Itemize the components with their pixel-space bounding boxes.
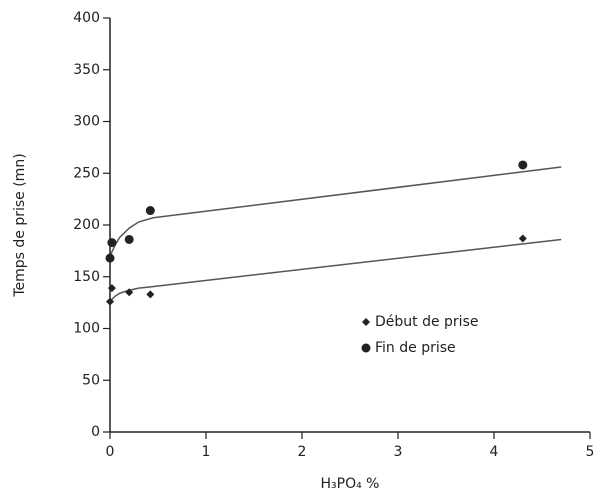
x-tick-label: 2 [298,444,307,460]
legend-marker [361,343,371,353]
x-axis-label: H₃PO₄ % [321,476,380,492]
point [105,253,115,263]
x-tick-label: 3 [394,444,403,460]
point [124,234,134,244]
point [125,288,134,297]
point [518,234,527,243]
y-tick-label: 50 [82,372,100,388]
y-tick-label: 150 [73,269,100,285]
point [146,290,155,299]
point [107,238,117,248]
x-tick-label: 0 [106,444,115,460]
x-tick-label: 5 [586,444,595,460]
y-tick-label: 100 [73,321,100,337]
x-tick-label: 1 [202,444,211,460]
y-tick-label: 300 [73,114,100,130]
point [145,206,155,216]
y-axis-label: Temps de prise (mn) [12,153,28,297]
legend-marker [362,318,370,326]
legend-label: Début de prise [375,314,478,330]
y-tick-label: 400 [73,10,100,26]
fit-curve [109,238,562,303]
y-tick-label: 350 [73,62,100,78]
point [106,297,114,306]
x-tick-label: 4 [490,444,499,460]
legend-label: Fin de prise [375,340,456,356]
y-tick-label: 200 [73,217,100,233]
fit-curve [109,166,562,257]
point [518,160,528,170]
y-tick-label: 0 [91,424,100,440]
point [107,284,116,293]
y-tick-label: 250 [73,165,100,181]
